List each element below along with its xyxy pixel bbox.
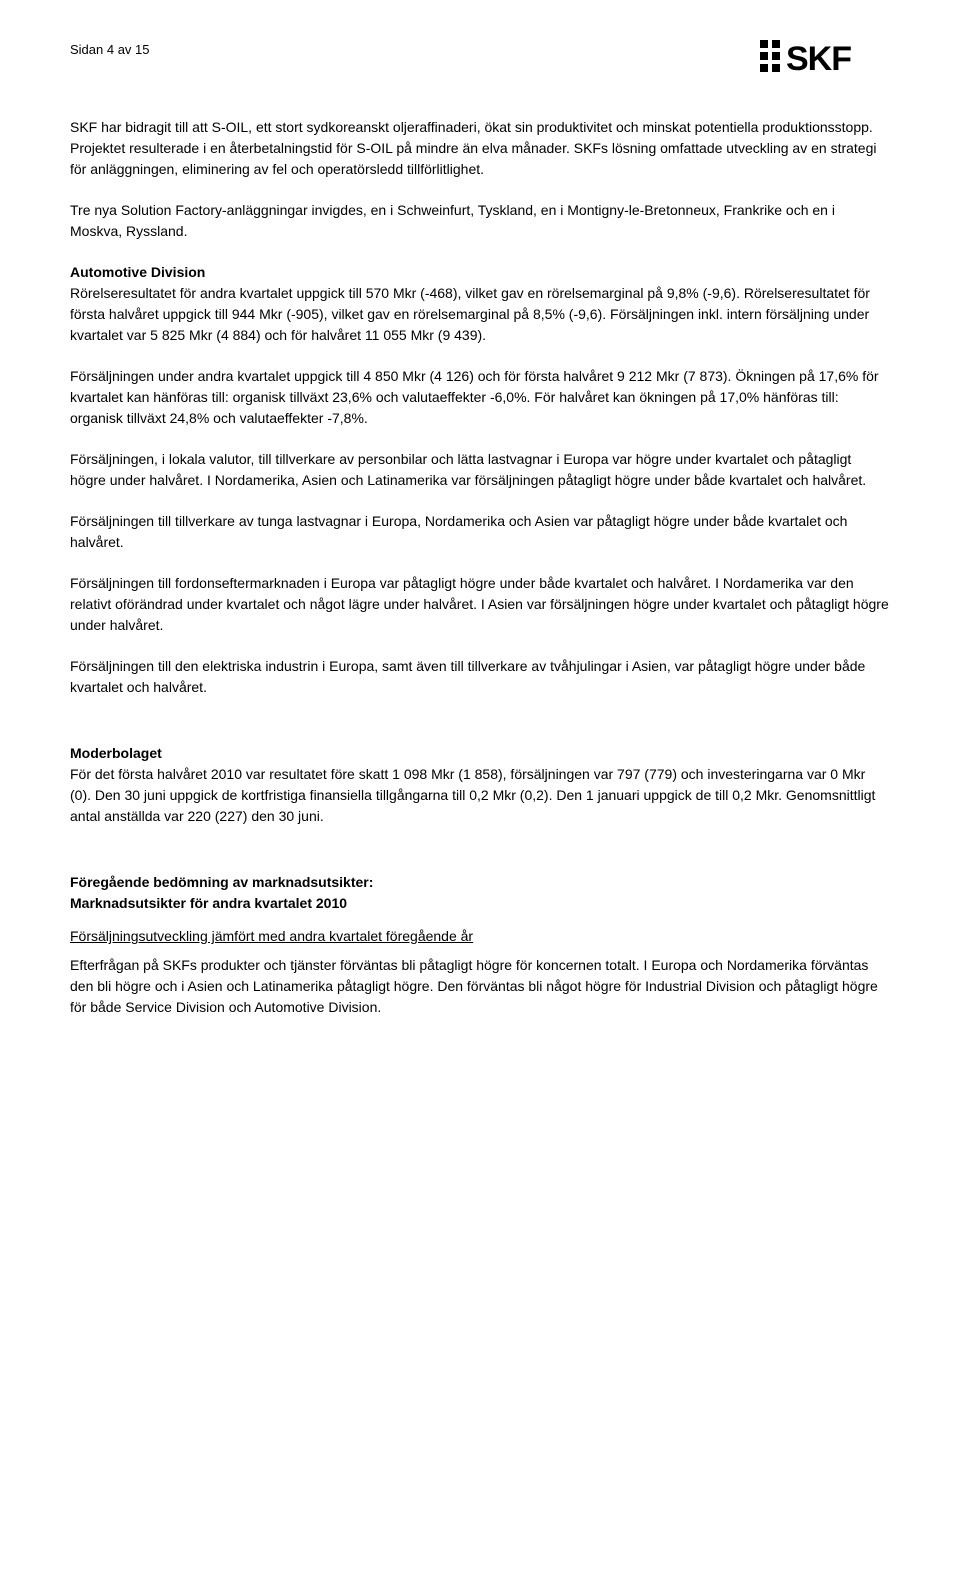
page-header: Sidan 4 av 15 SKF: [70, 40, 890, 82]
paragraph-cars: Försäljningen, i lokala valutor, till ti…: [70, 449, 890, 491]
document-page: Sidan 4 av 15 SKF SKF har bidragit till …: [0, 0, 960, 1068]
svg-text:SKF: SKF: [786, 40, 851, 76]
parent-company-heading: Moderbolaget: [70, 745, 162, 761]
paragraph-sales-q2: Försäljningen under andra kvartalet uppg…: [70, 366, 890, 429]
paragraph-intro: SKF har bidragit till att S-OIL, ett sto…: [70, 117, 890, 180]
outlook-heading-line1: Föregående bedömning av marknadsutsikter…: [70, 874, 373, 890]
outlook-subheading: Försäljningsutveckling jämfört med andra…: [70, 926, 890, 947]
paragraph-electrical: Försäljningen till den elektriska indust…: [70, 656, 890, 698]
paragraph-factories: Tre nya Solution Factory-anläggningar in…: [70, 200, 890, 242]
skf-logo: SKF: [760, 40, 890, 82]
section-parent-company: Moderbolaget För det första halvåret 201…: [70, 743, 890, 827]
paragraph-aftermarket: Försäljningen till fordonseftermarknaden…: [70, 573, 890, 636]
paragraph-outlook-body: Efterfrågan på SKFs produkter och tjänst…: [70, 955, 890, 1018]
page-number: Sidan 4 av 15: [70, 40, 150, 60]
section-automotive: Automotive Division Rörelseresultatet fö…: [70, 262, 890, 346]
parent-company-body: För det första halvåret 2010 var resulta…: [70, 766, 875, 824]
paragraph-trucks: Försäljningen till tillverkare av tunga …: [70, 511, 890, 553]
automotive-body: Rörelseresultatet för andra kvartalet up…: [70, 285, 870, 343]
outlook-heading-line2: Marknadsutsikter för andra kvartalet 201…: [70, 895, 347, 911]
outlook-heading: Föregående bedömning av marknadsutsikter…: [70, 872, 890, 914]
automotive-heading: Automotive Division: [70, 264, 205, 280]
